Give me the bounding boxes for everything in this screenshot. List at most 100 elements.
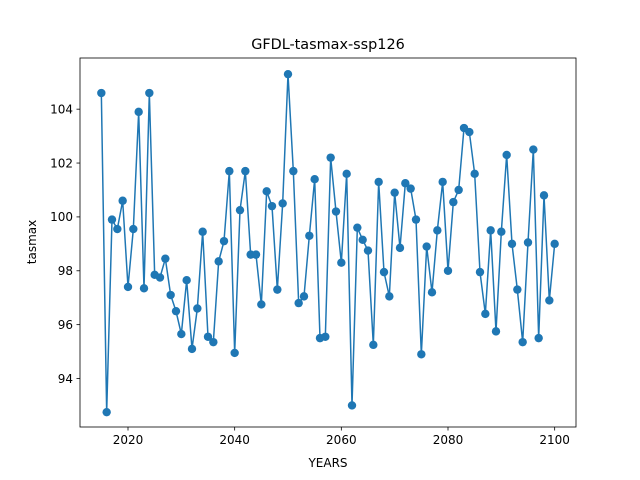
x-tick-label: 2060 [326,433,357,447]
data-point [326,153,335,162]
data-point [475,267,485,277]
data-point [486,226,495,235]
y-axis: 94 96 98 100 102 104 [50,102,80,386]
data-point [465,127,474,137]
data-point [454,185,463,195]
data-point [374,177,383,187]
data-point [187,344,197,354]
data-point [523,238,533,247]
data-point [347,401,357,410]
y-tick-label: 98 [58,264,73,278]
y-tick-label: 94 [58,372,73,386]
data-point [518,337,527,347]
data-point [507,239,517,249]
data-point [214,257,223,266]
data-point [539,191,549,200]
data-point [427,288,437,297]
data-point [305,231,314,240]
data-point [321,332,330,341]
data-point [550,239,559,249]
data-point [161,254,170,263]
data-point [369,340,378,350]
x-tick-label: 2080 [433,433,464,447]
data-point [470,169,479,179]
data-point [129,224,138,234]
data-point [417,350,426,359]
y-tick-label: 96 [58,318,73,332]
data-point [113,224,122,234]
y-axis-title: tasmax [25,220,39,264]
data-point [257,300,266,309]
data-point [390,188,399,197]
data-point [395,243,405,253]
data-point [262,187,271,196]
data-point [182,276,191,285]
x-tick-label: 2020 [113,433,144,447]
data-point [438,177,447,187]
data-point [203,332,213,341]
chart-title: GFDL-tasmax-ssp126 [251,37,405,53]
data-point [155,273,165,282]
data-point [235,205,245,215]
data-point [209,337,218,347]
data-point [449,197,458,207]
data-point [107,215,117,224]
data-point [529,145,538,154]
data-point [545,296,554,305]
data-point [193,304,202,313]
data-point [219,236,229,246]
data-point [331,207,341,216]
x-axis-title: YEARS [307,456,347,470]
x-axis: 2020 2040 2060 2080 2100 [113,427,570,447]
data-point [278,199,287,208]
x-tick-label: 2100 [539,433,570,447]
data-point [502,150,511,160]
data-point [230,348,239,358]
data-point [166,290,175,300]
data-point [513,285,522,294]
data-point [145,88,154,98]
data-point [401,179,410,188]
data-point [134,107,143,117]
data-point [97,88,106,98]
data-point [353,223,362,232]
data-point [171,306,181,316]
data-point [289,166,298,176]
data-point [118,196,127,205]
y-tick-label: 102 [50,156,73,170]
data-point [385,292,394,301]
data-point [299,292,309,301]
data-point [342,169,351,179]
y-tick-label: 104 [50,102,73,116]
axes-frame [79,57,577,428]
data-point [406,184,415,193]
data-point [422,242,431,251]
y-tick-label: 100 [50,210,73,224]
data-point [433,226,442,235]
data-point [283,69,293,79]
data-point [294,298,303,308]
data-point [337,258,346,267]
data-point [363,246,373,255]
data-point [411,215,421,224]
plot-area [79,57,577,428]
data-point [358,235,367,245]
data-point [251,250,261,259]
data-point [379,267,389,277]
data-point [497,227,506,236]
data-point [123,282,133,292]
data-point [102,407,111,417]
data-point [310,175,319,184]
data-point [273,285,282,294]
data-point [534,333,543,343]
data-point [225,166,234,176]
data-point [198,227,207,236]
series-layer [97,69,559,417]
data-point [443,266,453,275]
data-point [481,309,490,319]
data-point [177,329,186,339]
data-point [241,166,250,176]
data-point [139,284,149,293]
